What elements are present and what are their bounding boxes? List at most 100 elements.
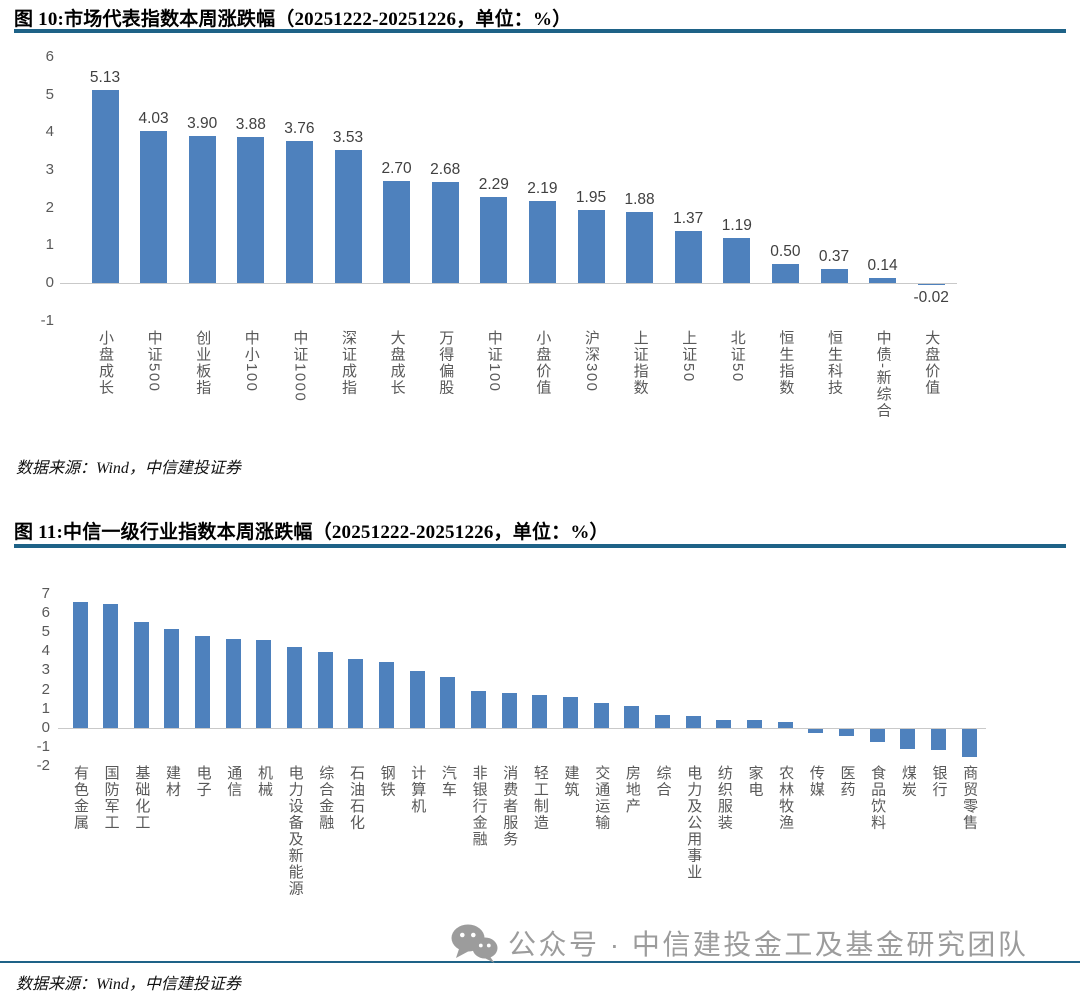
x-axis-category-label: 上证指数	[631, 330, 649, 396]
y-axis-tick: 1	[45, 236, 54, 254]
bar	[285, 141, 313, 283]
y-axis-tick: 4	[41, 642, 50, 660]
bar	[716, 719, 732, 728]
x-axis-category-label: 通信	[225, 765, 243, 798]
bar	[820, 269, 848, 283]
y-axis-tick: 6	[45, 47, 54, 65]
y-axis-tick: -1	[40, 311, 54, 329]
figure10-title: 图 10:市场代表指数本周涨跌幅（20251222-20251226，单位：%）	[14, 9, 572, 30]
y-axis-tick: 1	[41, 699, 50, 717]
y-axis-tick: 5	[41, 623, 50, 640]
bar	[839, 729, 854, 736]
x-axis-category-label: 交通运输	[593, 765, 611, 831]
bar	[225, 638, 241, 728]
y-axis-tick: -1	[36, 738, 50, 756]
bar	[383, 181, 411, 283]
bar	[195, 635, 211, 728]
bar	[317, 652, 333, 728]
bar-value-label: 0.14	[867, 256, 898, 274]
bar	[431, 182, 459, 283]
bar-value-label: 1.95	[575, 188, 607, 206]
bar	[379, 661, 395, 728]
x-axis-category-label: 万得偏股	[437, 330, 455, 396]
bar	[140, 131, 168, 283]
x-axis-category-label: 中证100	[485, 330, 503, 393]
figure11-source: 数据来源：Wind，中信建投证券	[16, 976, 241, 993]
bar	[577, 209, 605, 283]
x-axis-category-label: 基础化工	[133, 765, 151, 831]
x-axis-category-label: 轻工制造	[531, 765, 549, 831]
bar	[655, 714, 671, 728]
bar	[133, 622, 149, 728]
y-axis-tick: 4	[45, 123, 54, 141]
bar	[626, 212, 654, 283]
bar-value-label: 2.19	[527, 179, 558, 197]
y-axis-tick: 2	[41, 680, 50, 698]
x-axis-category-label: 中债-新综合	[874, 330, 892, 419]
bar-value-label: 2.29	[478, 175, 509, 193]
x-axis-category-label: 创业板指	[194, 330, 212, 396]
x-axis-category-label: 建材	[163, 765, 181, 798]
bar	[348, 658, 364, 728]
y-axis-tick: 3	[45, 160, 54, 178]
x-axis-category-label: 综合金融	[317, 765, 335, 831]
x-axis-category-label: 小盘价值	[534, 330, 552, 396]
bar-value-label: 1.19	[721, 217, 752, 235]
bar-value-label: 2.68	[430, 161, 461, 179]
bottom-rule	[0, 961, 1080, 963]
x-axis-line	[60, 283, 957, 284]
bar	[471, 690, 487, 728]
bar	[674, 231, 702, 283]
bar-value-label: 3.90	[187, 115, 218, 133]
x-axis-category-label: 纺织服装	[715, 765, 733, 831]
x-axis-category-label: 有色金属	[72, 765, 89, 831]
figure11-bar-chart: 7 6 5 4 3 2 1 0 -1 -2 有色金属 国防军工 基础化工 建材 电子 通信 机械 电力设备及新能源…	[0, 585, 1080, 957]
x-axis-category-label: 北证50	[728, 330, 746, 383]
figure10-bar-chart: 6 5 4 3 2 1 0 -1 5.13 小盘成长 4.03 中证500 3.90 创业板指 3.88 中小…	[0, 45, 1080, 450]
bar	[961, 729, 977, 757]
y-axis-tick: 2	[45, 198, 54, 216]
bar-value-label: 5.13	[89, 68, 121, 86]
bar-value-label: 0.50	[770, 243, 801, 261]
bar	[869, 277, 897, 283]
y-axis-tick: 0	[41, 719, 50, 736]
bar	[917, 284, 945, 285]
bar-value-label: 3.53	[332, 129, 364, 147]
bar	[440, 677, 456, 728]
y-axis-tick: -2	[36, 757, 50, 775]
x-axis-category-label: 上证50	[680, 330, 698, 383]
bar	[900, 729, 916, 750]
figure10-title-rule	[14, 29, 1066, 33]
x-axis-category-label: 钢铁	[378, 765, 396, 798]
x-axis-category-label: 医药	[838, 765, 856, 798]
bar-value-label: 1.37	[673, 210, 704, 228]
watermark: 公众号 · 中信建投金工及基金研究团队	[450, 918, 1028, 968]
x-axis-category-label: 煤炭	[899, 765, 917, 798]
x-axis-category-label: 小盘成长	[97, 330, 114, 396]
x-axis-category-label: 传媒	[807, 765, 825, 798]
bar	[563, 697, 579, 728]
bar	[624, 705, 640, 728]
y-axis-tick: 3	[41, 661, 50, 679]
bar	[501, 693, 517, 728]
x-axis-category-label: 石油石化	[347, 765, 365, 831]
x-axis-category-label: 农林牧渔	[777, 765, 795, 831]
x-axis-category-label: 沪深300	[583, 330, 600, 393]
x-axis-category-label: 综合	[654, 765, 672, 798]
bar	[91, 89, 119, 283]
x-axis-category-label: 食品饮料	[869, 765, 887, 831]
figure10-source: 数据来源：Wind，中信建投证券	[16, 460, 241, 477]
bar	[747, 720, 763, 728]
x-axis-category-label: 机械	[255, 765, 273, 798]
x-axis-category-label: 计算机	[409, 765, 427, 815]
x-axis-category-label: 中证500	[145, 330, 163, 393]
x-axis-category-label: 汽车	[439, 765, 457, 798]
figure11-title-rule	[14, 544, 1066, 548]
x-axis-category-label: 电力设备及新能源	[286, 765, 304, 897]
bar	[256, 639, 272, 728]
x-axis-category-label: 房地产	[623, 765, 641, 815]
x-axis-category-label: 大盘价值	[923, 330, 941, 396]
bar	[723, 238, 751, 283]
y-axis-tick: 0	[45, 274, 54, 291]
